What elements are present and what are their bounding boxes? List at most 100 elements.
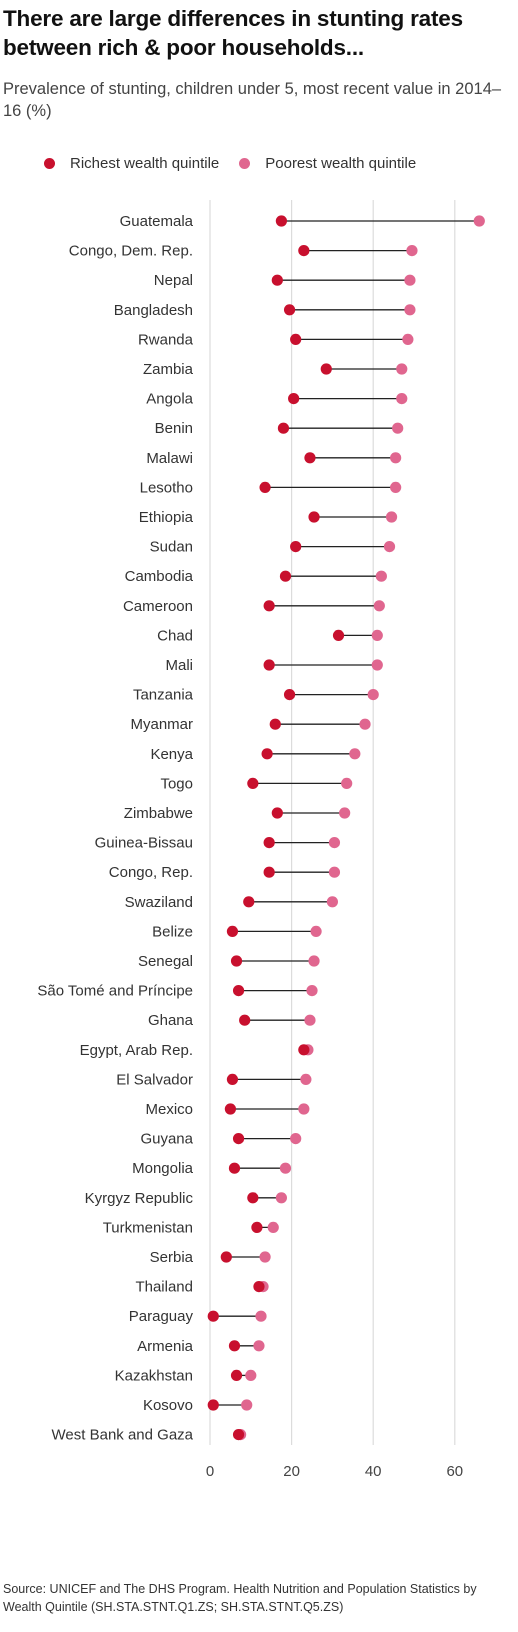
richest-dot: [224, 1103, 236, 1115]
richest-dot: [230, 1369, 243, 1381]
legend-marker-poorest: [239, 158, 251, 169]
richest-dot: [220, 1251, 232, 1263]
category-label: São Tomé and Príncipe: [37, 983, 193, 1000]
richest-dot: [230, 955, 243, 967]
richest-dot: [253, 1281, 265, 1293]
poorest-dot: [279, 1162, 292, 1174]
poorest-dot: [298, 1103, 310, 1115]
poorest-dot: [304, 1014, 316, 1026]
poorest-dot: [390, 481, 402, 493]
richest-dot: [298, 1044, 310, 1056]
category-label: Togo: [160, 775, 193, 792]
richest-dot: [283, 304, 296, 316]
category-label: Mongolia: [132, 1160, 194, 1177]
category-label: Congo, Rep.: [109, 864, 193, 881]
richest-dot: [290, 333, 302, 345]
poorest-dot: [375, 570, 387, 582]
category-label: Lesotho: [140, 479, 193, 496]
category-label: Ethiopia: [139, 509, 194, 526]
poorest-dot: [406, 245, 418, 257]
poorest-dot: [404, 304, 416, 316]
category-label: Belize: [152, 923, 193, 940]
category-label: Guinea-Bissau: [95, 835, 193, 852]
category-label: West Bank and Gaza: [52, 1427, 194, 1444]
richest-dot: [269, 718, 281, 730]
richest-dot: [251, 1221, 263, 1233]
category-label: Zimbabwe: [124, 805, 193, 822]
poorest-dot: [367, 689, 379, 701]
legend-label-poorest: Poorest wealth quintile: [265, 155, 417, 172]
poorest-dot: [473, 215, 485, 227]
richest-dot: [247, 777, 259, 790]
category-label: Kenya: [150, 746, 193, 763]
category-label: Cambodia: [125, 568, 194, 585]
richest-dot: [298, 245, 310, 257]
richest-dot: [263, 600, 275, 612]
x-tick-label: 20: [283, 1463, 300, 1480]
category-label: El Salvador: [116, 1071, 193, 1088]
richest-dot: [263, 837, 275, 849]
category-label: Benin: [155, 420, 193, 437]
richest-dot: [271, 807, 283, 819]
poorest-dot: [300, 1073, 312, 1085]
category-label: Angola: [146, 391, 193, 408]
category-label: Paraguay: [129, 1308, 194, 1325]
poorest-dot: [308, 955, 320, 967]
poorest-dot: [255, 1310, 267, 1322]
richest-dot: [261, 748, 273, 760]
source-note: Source: UNICEF and The DHS Program. Heal…: [3, 1582, 477, 1614]
poorest-dot: [385, 511, 398, 523]
richest-dot: [271, 274, 283, 286]
poorest-dot: [392, 422, 404, 434]
poorest-dot: [267, 1221, 279, 1233]
category-label: Serbia: [150, 1249, 194, 1266]
poorest-dot: [402, 333, 414, 345]
poorest-dot: [328, 866, 341, 878]
category-label: Turkmenistan: [103, 1219, 193, 1236]
category-label: Sudan: [150, 539, 193, 556]
poorest-dot: [306, 985, 318, 997]
richest-dot: [228, 1162, 241, 1174]
poorest-dot: [328, 837, 341, 849]
poorest-dot: [349, 748, 361, 760]
category-label: Chad: [157, 627, 193, 644]
chart-subtitle: Prevalence of stunting, children under 5…: [3, 80, 502, 120]
richest-dot: [243, 896, 255, 908]
richest-dot: [207, 1399, 219, 1411]
category-label: Kazakhstan: [115, 1367, 193, 1384]
richest-dot: [290, 541, 302, 553]
category-label: Rwanda: [138, 331, 194, 348]
category-label: Nepal: [154, 272, 193, 289]
poorest-dot: [371, 629, 383, 642]
richest-dot: [228, 1340, 241, 1352]
legend-item-richest: Richest wealth quintile: [44, 155, 219, 172]
poorest-dot: [390, 452, 402, 464]
x-tick-label: 0: [206, 1463, 214, 1480]
poorest-dot: [290, 1133, 302, 1145]
richest-dot: [288, 393, 300, 405]
category-label: Cameroon: [123, 598, 193, 615]
richest-dot: [247, 1192, 259, 1204]
category-label: Swaziland: [125, 894, 193, 911]
category-label: Bangladesh: [114, 302, 193, 319]
richest-dot: [207, 1310, 219, 1322]
richest-dot: [320, 363, 332, 375]
poorest-dot: [241, 1399, 253, 1411]
poorest-dot: [383, 541, 396, 553]
richest-dot: [226, 1073, 239, 1085]
category-label: Thailand: [135, 1279, 193, 1296]
richest-dot: [232, 1133, 245, 1145]
poorest-dot: [310, 925, 322, 938]
richest-dot: [263, 866, 275, 878]
poorest-dot: [396, 393, 408, 405]
richest-dot: [232, 1429, 245, 1441]
richest-dot: [259, 481, 271, 493]
legend-label-richest: Richest wealth quintile: [70, 155, 220, 172]
richest-dot: [283, 689, 296, 701]
category-label: Congo, Dem. Rep.: [69, 243, 193, 260]
category-label: Egypt, Arab Rep.: [80, 1042, 193, 1059]
poorest-dot: [275, 1192, 287, 1204]
poorest-dot: [339, 807, 351, 819]
poorest-dot: [396, 363, 408, 375]
poorest-dot: [341, 777, 353, 790]
